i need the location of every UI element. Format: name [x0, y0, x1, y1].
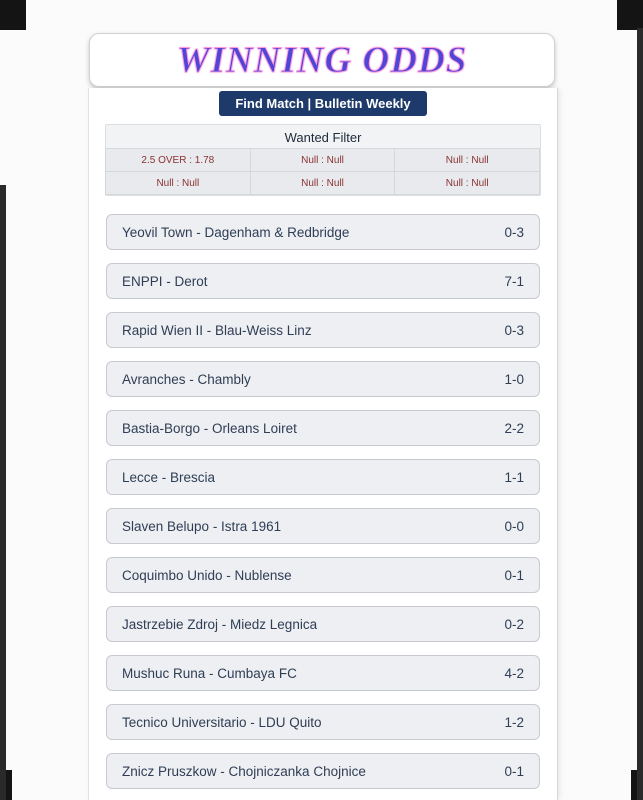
match-name: Yeovil Town - Dagenham & Redbridge: [122, 224, 350, 240]
match-name: Rapid Wien II - Blau-Weiss Linz: [122, 322, 312, 338]
match-row[interactable]: Bastia-Borgo - Orleans Loiret 2-2: [106, 410, 540, 446]
match-score: 0-0: [504, 518, 524, 534]
match-score: 0-2: [504, 616, 524, 632]
match-score: 4-2: [504, 665, 524, 681]
frame-artifact-top-right: [617, 0, 643, 30]
match-list: Yeovil Town - Dagenham & Redbridge 0-3 E…: [89, 196, 557, 800]
header-card: WINNING ODDS: [89, 33, 555, 87]
match-score: 1-0: [504, 371, 524, 387]
match-row[interactable]: Coquimbo Unido - Nublense 0-1: [106, 557, 540, 593]
wanted-filter-panel: Wanted Filter 2.5 OVER : 1.78 Null : Nul…: [105, 124, 541, 196]
find-match-button[interactable]: Find Match | Bulletin Weekly: [219, 91, 427, 116]
match-row[interactable]: Jastrzebie Zdroj - Miedz Legnica 0-2: [106, 606, 540, 642]
match-row[interactable]: Tecnico Universitario - LDU Quito 1-2: [106, 704, 540, 740]
match-row[interactable]: Mushuc Runa - Cumbaya FC 4-2: [106, 655, 540, 691]
filter-cell[interactable]: Null : Null: [249, 171, 396, 195]
filter-cell[interactable]: Null : Null: [105, 171, 251, 195]
match-name: Jastrzebie Zdroj - Miedz Legnica: [122, 616, 318, 632]
match-score: 0-3: [504, 322, 524, 338]
match-row[interactable]: Rapid Wien II - Blau-Weiss Linz 0-3: [106, 312, 540, 348]
wanted-filter-title: Wanted Filter: [284, 130, 362, 145]
match-row[interactable]: Slaven Belupo - Istra 1961 0-0: [106, 508, 540, 544]
frame-artifact-left-edge: [0, 185, 6, 800]
frame-artifact-right-edge: [637, 28, 643, 800]
match-score: 0-1: [504, 763, 524, 779]
page-title: WINNING ODDS: [176, 39, 468, 81]
match-score: 1-1: [504, 469, 524, 485]
match-name: Mushuc Runa - Cumbaya FC: [122, 665, 297, 681]
match-row[interactable]: Yeovil Town - Dagenham & Redbridge 0-3: [106, 214, 540, 250]
content-card: Find Match | Bulletin Weekly Wanted Filt…: [88, 88, 558, 800]
match-score: 0-1: [504, 567, 524, 583]
match-name: Bastia-Borgo - Orleans Loiret: [122, 420, 297, 436]
match-row[interactable]: Znicz Pruszkow - Chojniczanka Chojnice 0…: [106, 753, 540, 789]
match-score: 1-2: [504, 714, 524, 730]
match-row[interactable]: ENPPI - Derot 7-1: [106, 263, 540, 299]
match-row[interactable]: Avranches - Chambly 1-0: [106, 361, 540, 397]
match-row[interactable]: Lecce - Brescia 1-1: [106, 459, 540, 495]
filter-grid: 2.5 OVER : 1.78 Null : Null Null : Null …: [105, 148, 541, 195]
match-name: Tecnico Universitario - LDU Quito: [122, 714, 322, 730]
frame-artifact-top-left: [0, 0, 26, 30]
filter-cell[interactable]: Null : Null: [394, 148, 541, 172]
match-score: 2-2: [504, 420, 524, 436]
filter-cell[interactable]: Null : Null: [394, 171, 541, 195]
match-name: Lecce - Brescia: [122, 469, 216, 485]
match-name: Coquimbo Unido - Nublense: [122, 567, 292, 583]
match-score: 7-1: [504, 273, 524, 289]
match-name: Znicz Pruszkow - Chojniczanka Chojnice: [122, 763, 366, 779]
match-name: Slaven Belupo - Istra 1961: [122, 518, 282, 534]
filter-cell[interactable]: 2.5 OVER : 1.78: [105, 148, 251, 172]
match-name: Avranches - Chambly: [122, 371, 251, 387]
match-name: ENPPI - Derot: [122, 273, 208, 289]
match-score: 0-3: [504, 224, 524, 240]
filter-cell[interactable]: Null : Null: [249, 148, 396, 172]
